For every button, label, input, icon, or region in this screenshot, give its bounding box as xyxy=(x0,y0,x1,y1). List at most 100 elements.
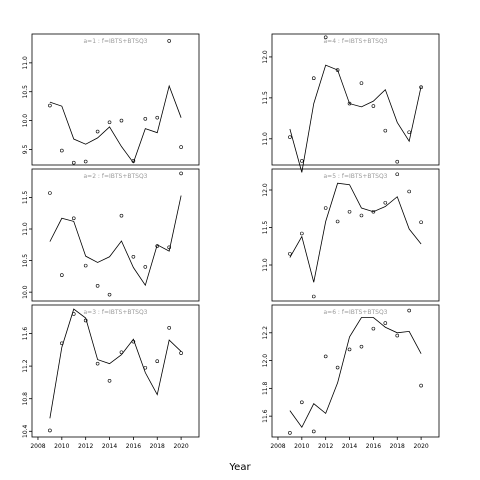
y-tick-label: 12.0 xyxy=(262,183,269,197)
panel-a5: a=5 : f=IBTS+BTSQ3 11.0 11.5 12.0 xyxy=(262,168,440,302)
observed-point xyxy=(383,128,388,133)
observed-point xyxy=(95,361,100,366)
observed-point xyxy=(395,333,400,338)
panel-a6: a=6 : f=IBTS+BTSQ3 11.6 11.8 12.0 12.2 2008 20… xyxy=(262,304,440,450)
observed-point xyxy=(83,318,88,323)
y-tick-label: 11.5 xyxy=(262,91,269,105)
x-tick-label: 2020 xyxy=(173,443,188,450)
plot-frame xyxy=(31,304,200,438)
observed-point xyxy=(419,383,423,388)
plot-frame xyxy=(271,33,440,166)
observed-point xyxy=(119,118,124,123)
panel-title: a=3 : f=IBTS+BTSQ3 xyxy=(83,309,147,316)
observed-point xyxy=(143,365,148,370)
observed-point xyxy=(155,244,160,248)
observed-point xyxy=(383,200,388,205)
observed-point xyxy=(407,130,411,135)
observed-point xyxy=(371,209,376,214)
observed-point xyxy=(71,216,76,221)
observed-point xyxy=(60,341,64,346)
x-tick-label: 2012 xyxy=(78,443,93,450)
y-tick-label: 11.0 xyxy=(22,56,29,70)
y-tick-label: 12.0 xyxy=(262,354,269,368)
observed-point xyxy=(95,284,100,288)
observed-point xyxy=(347,347,352,352)
observed-point xyxy=(347,101,352,106)
x-tick-label: 2010 xyxy=(54,443,69,450)
observed-point xyxy=(359,344,364,349)
y-tick-label: 10.5 xyxy=(22,254,29,268)
observed-point xyxy=(131,339,136,344)
observed-point xyxy=(167,326,171,330)
observed-point xyxy=(48,103,52,108)
y-tick-label: 10.4 xyxy=(22,424,29,438)
plot-frame xyxy=(271,168,440,302)
y-tick-label: 12.2 xyxy=(262,326,269,340)
fitted-line xyxy=(49,195,182,287)
observed-point xyxy=(371,326,376,331)
y-tick-label: 11.8 xyxy=(262,382,269,396)
observed-point xyxy=(107,292,112,297)
observed-point xyxy=(419,220,423,225)
observed-point xyxy=(143,117,148,121)
fitted-line xyxy=(49,84,182,164)
observed-point xyxy=(179,351,183,355)
x-tick-label: 2018 xyxy=(390,443,405,450)
observed-point xyxy=(119,213,124,218)
y-tick-label: 11.0 xyxy=(22,222,29,236)
observed-point xyxy=(335,219,340,224)
observed-point xyxy=(107,120,112,125)
observed-point xyxy=(143,265,148,269)
plot-frame xyxy=(271,304,440,438)
observed-point xyxy=(48,191,52,195)
fitted-line xyxy=(49,308,182,419)
panel-a4: a=4 : f=IBTS+BTSQ3 11.0 11.5 12.0 xyxy=(262,33,440,173)
observed-point xyxy=(288,251,292,256)
y-tick-label: 12.0 xyxy=(262,50,269,64)
x-tick-label: 2014 xyxy=(102,443,117,450)
observed-point xyxy=(167,39,171,43)
y-tick-label: 11.6 xyxy=(22,327,29,341)
observed-point xyxy=(71,160,76,165)
x-tick-label: 2014 xyxy=(342,443,357,450)
fitted-line xyxy=(289,182,422,283)
y-tick-label: 9.5 xyxy=(22,144,29,154)
observed-point xyxy=(167,245,171,250)
y-tick-label: 11.6 xyxy=(262,409,269,423)
observed-point xyxy=(155,115,160,120)
observed-point xyxy=(359,213,364,218)
plot-frame xyxy=(31,168,200,302)
fitted-line xyxy=(289,64,422,173)
panel-title: a=6 : f=IBTS+BTSQ3 xyxy=(323,309,387,316)
y-tick-label: 11.5 xyxy=(22,191,29,205)
y-tick-label: 10.5 xyxy=(22,85,29,99)
x-tick-label: 2020 xyxy=(413,443,428,450)
observed-point xyxy=(407,308,411,313)
observed-point xyxy=(60,148,64,153)
observed-point xyxy=(179,145,183,149)
observed-point xyxy=(311,429,316,434)
panel-a2: a=2 : f=IBTS+BTSQ3 10.0 10.5 11.0 11.5 xyxy=(22,168,200,302)
observed-point xyxy=(288,135,292,139)
x-tick-label: 2012 xyxy=(318,443,333,450)
observed-point xyxy=(335,365,340,370)
panel-title: a=2 : f=IBTS+BTSQ3 xyxy=(83,173,147,180)
x-tick-label: 2016 xyxy=(126,443,141,450)
panel-a3: a=3 : f=IBTS+BTSQ3 10.4 10.8 11.2 11.6 2008 20… xyxy=(22,304,200,450)
y-tick-label: 10.0 xyxy=(22,114,29,128)
panel-title: a=4 : f=IBTS+BTSQ3 xyxy=(323,38,387,45)
y-tick-label: 11.0 xyxy=(262,258,269,272)
observed-point xyxy=(131,254,136,259)
x-tick-label: 2008 xyxy=(30,443,45,450)
x-tick-label: 2018 xyxy=(150,443,165,450)
panel-title: a=1 : f=IBTS+BTSQ3 xyxy=(83,38,147,45)
observed-point xyxy=(119,350,124,355)
observed-point xyxy=(311,294,316,299)
observed-point xyxy=(347,209,352,214)
observed-point xyxy=(300,231,304,236)
y-tick-label: 10.0 xyxy=(22,285,29,299)
observed-point xyxy=(131,159,136,163)
panel-a1: a=1 : f=IBTS+BTSQ3 9.5 10.0 10.5 11.0 xyxy=(22,33,200,166)
observed-point xyxy=(359,81,364,85)
